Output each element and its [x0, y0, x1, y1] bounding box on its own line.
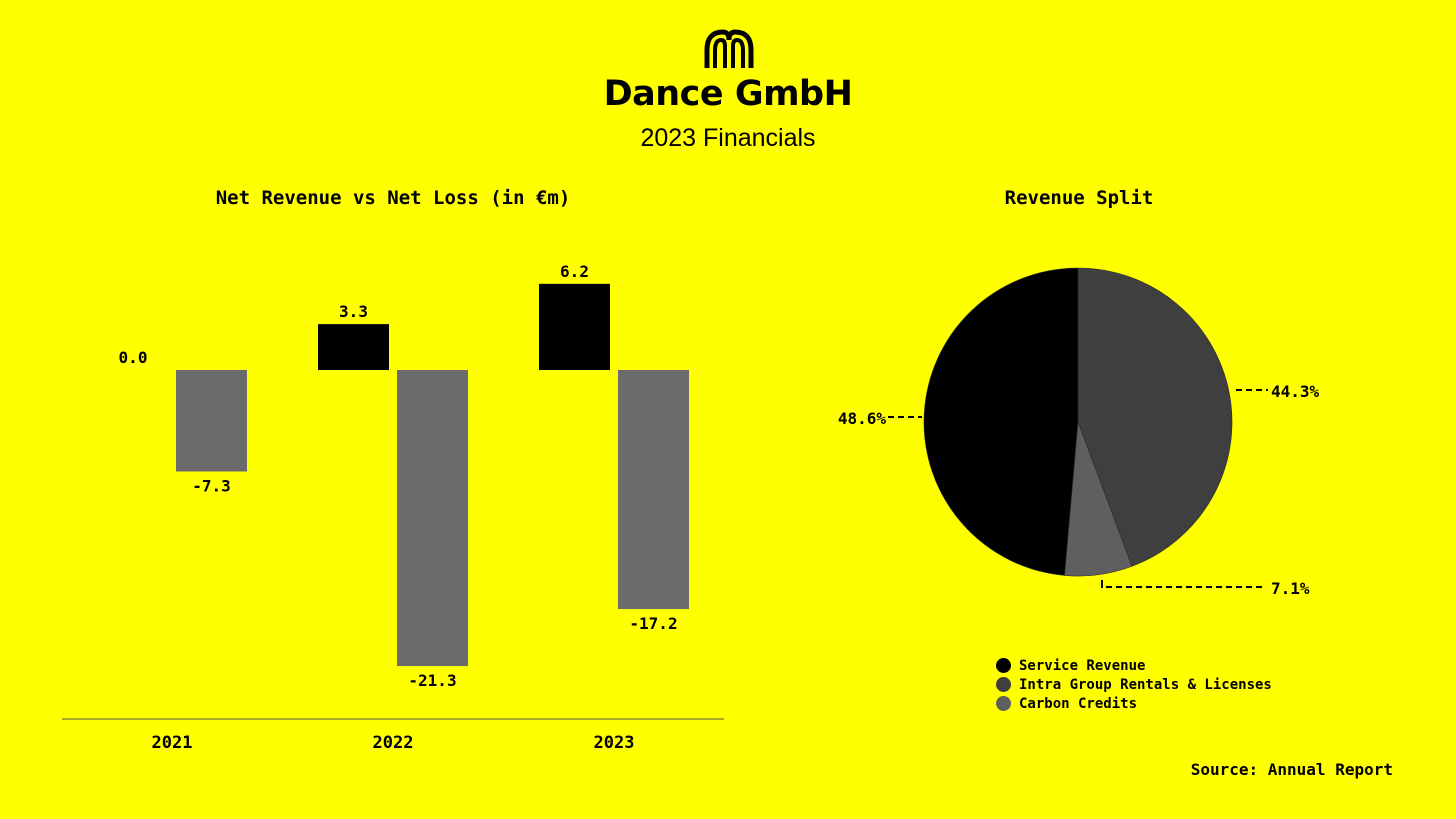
- bar-chart-title: Net Revenue vs Net Loss (in €m): [215, 187, 571, 209]
- pie-chart-title: Revenue Split: [1004, 187, 1154, 209]
- net-revenue-bar-2023: [539, 283, 610, 370]
- net-loss-bar-2022: [397, 370, 468, 667]
- x-tick-label-2023: 2023: [594, 733, 635, 753]
- slice-label-carbon-credits: 7.1%: [1271, 579, 1310, 598]
- page-title: Dance GmbH: [603, 74, 853, 114]
- legend-item-service-revenue: Service Revenue: [996, 656, 1272, 675]
- pie-slice-service-revenue: [923, 267, 1079, 576]
- legend-label: Intra Group Rentals & Licenses: [1019, 676, 1272, 693]
- legend-swatch: [996, 677, 1011, 692]
- net-revenue-label-2021: 0.0: [119, 348, 148, 367]
- net-revenue-label-2023: 6.2: [560, 262, 589, 281]
- net-loss-label-2022: -21.3: [408, 671, 456, 690]
- source-note: Source: Annual Report: [1190, 760, 1393, 779]
- slice-label-service-revenue: 48.6%: [838, 409, 887, 428]
- x-tick-label-2022: 2022: [373, 733, 414, 753]
- net-loss-label-2021: -7.3: [192, 476, 231, 495]
- x-tick-label-2021: 2021: [152, 733, 193, 753]
- slice-label-intra-group: 44.3%: [1271, 382, 1320, 401]
- net-loss-label-2023: -17.2: [629, 614, 677, 633]
- net-loss-bar-2021: [176, 370, 247, 472]
- bar-chart: 0.0 -7.3 2021 3.3 -21.3 2022 6.2 -17.2 2023: [62, 262, 724, 753]
- legend-label: Service Revenue: [1019, 657, 1146, 674]
- net-revenue-bar-2022: [318, 324, 389, 370]
- pie-legend: Service Revenue Intra Group Rentals & Li…: [996, 656, 1272, 713]
- legend-item-intra-group: Intra Group Rentals & Licenses: [996, 675, 1272, 694]
- net-revenue-label-2022: 3.3: [339, 302, 368, 321]
- legend-swatch: [996, 658, 1011, 673]
- net-loss-bar-2023: [618, 370, 689, 610]
- legend-item-carbon-credits: Carbon Credits: [996, 694, 1272, 713]
- pie-chart: 48.6% 44.3% 7.1%: [838, 267, 1320, 598]
- legend-swatch: [996, 696, 1011, 711]
- dance-m-logo-icon: [704, 29, 754, 68]
- page-subtitle: 2023 Financials: [640, 124, 816, 152]
- legend-label: Carbon Credits: [1019, 695, 1138, 712]
- pie-slice-intra-group-rentals-licenses: [1077, 267, 1233, 567]
